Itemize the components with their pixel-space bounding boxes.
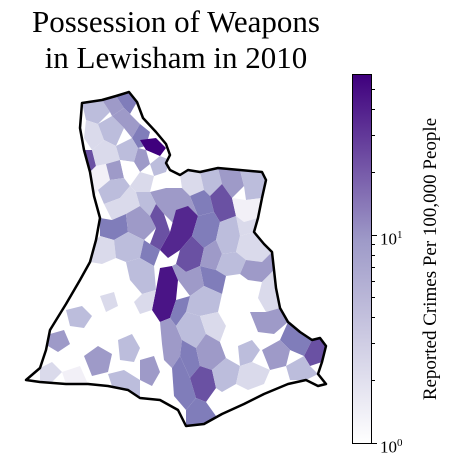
- tick-minor-30: [372, 135, 375, 136]
- tick-minor-2: [372, 380, 375, 381]
- colorbar-label: Reported Crimes Per 100,000 People: [420, 89, 442, 429]
- choropleth-map: [0, 0, 352, 470]
- tick-major-1e1: [372, 235, 377, 236]
- tick-minor-20: [372, 172, 375, 173]
- tick-label-10-1: 101: [380, 226, 403, 249]
- tick-major-1e0: [372, 443, 377, 444]
- tick-minor-40: [372, 109, 375, 110]
- tick-minor-8: [372, 255, 375, 256]
- tick-minor-7: [372, 267, 375, 268]
- tick-minor-5: [372, 297, 375, 298]
- colorbar: [352, 74, 372, 444]
- tick-minor-6: [372, 281, 375, 282]
- tick-label-10-0: 100: [380, 434, 403, 457]
- area-polygons: [0, 80, 352, 440]
- tick-minor-3: [372, 343, 375, 344]
- tick-minor-50: [372, 89, 375, 90]
- tick-minor-4: [372, 317, 375, 318]
- tick-minor-9: [372, 244, 375, 245]
